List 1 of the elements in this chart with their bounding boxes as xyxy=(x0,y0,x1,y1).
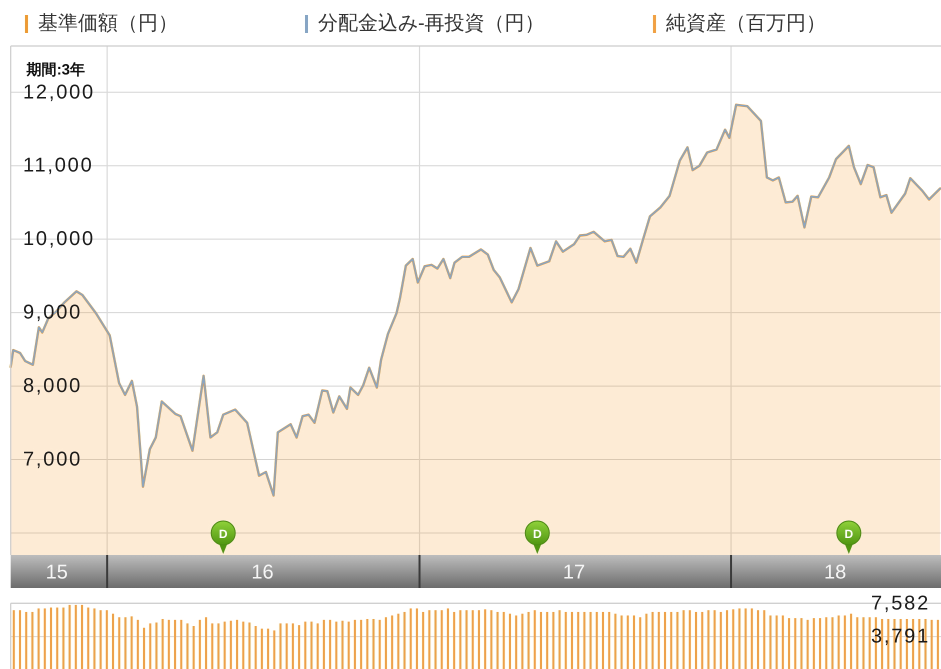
y-tick-label: 7,582 xyxy=(870,592,930,614)
